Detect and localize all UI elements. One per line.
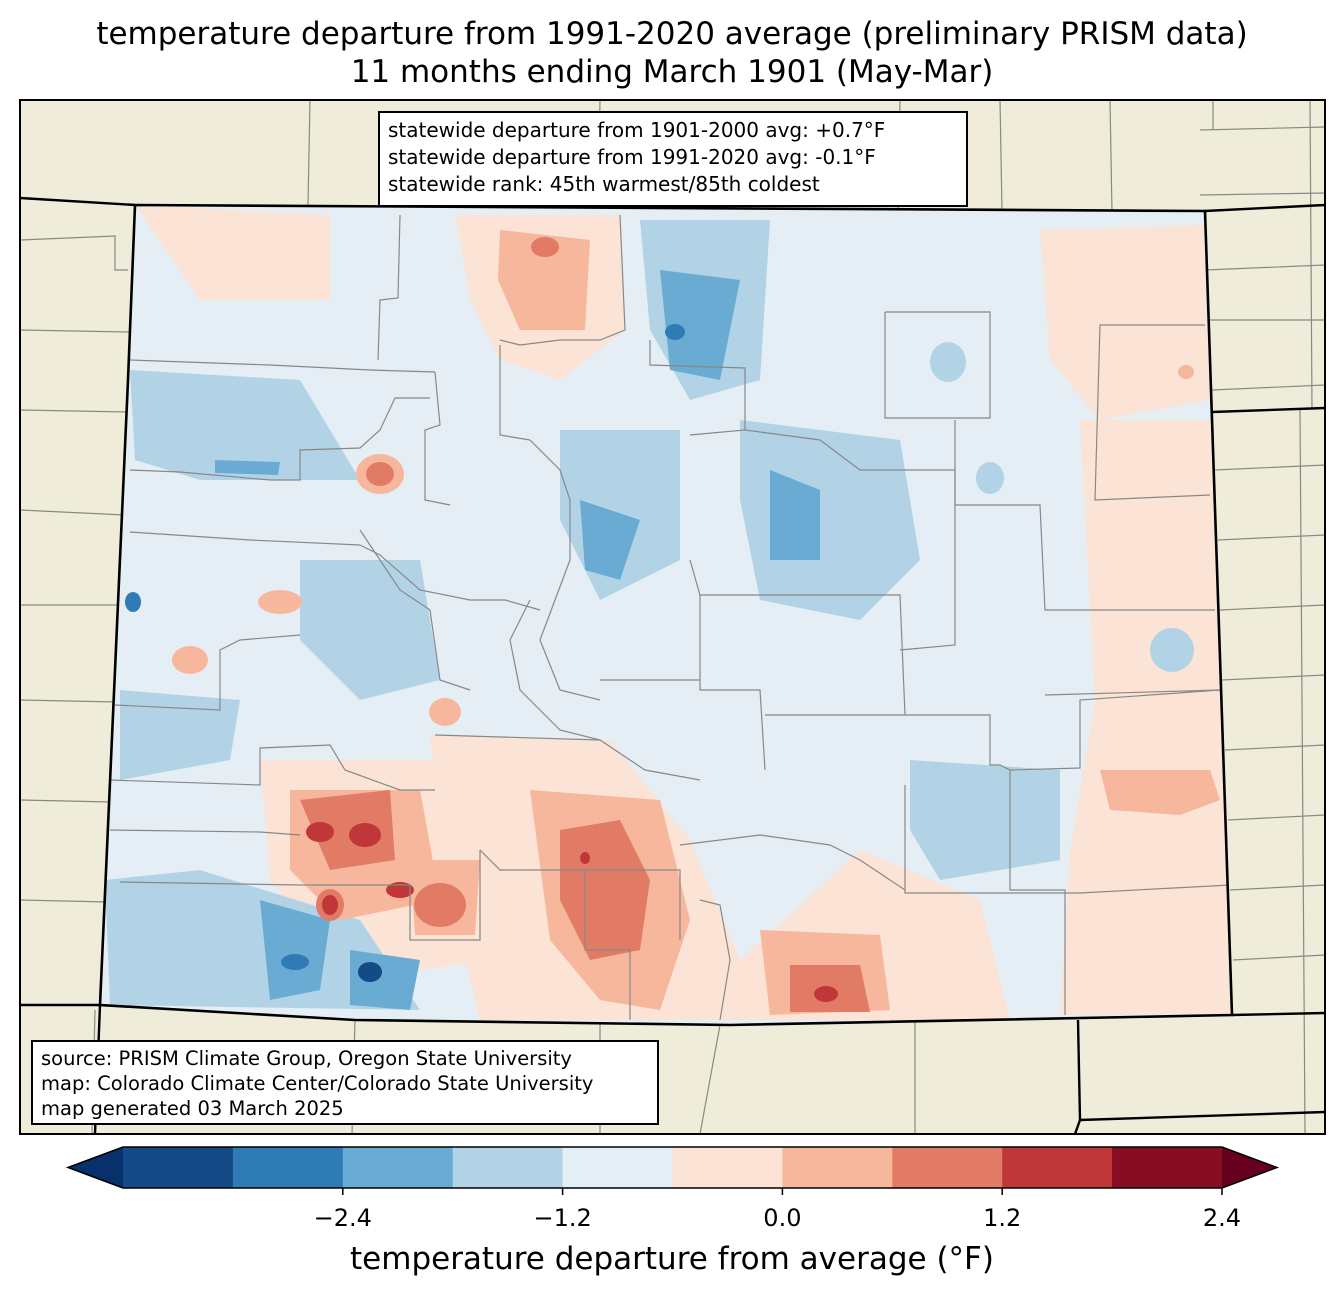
colorbar-segment — [342, 1147, 454, 1188]
county-lines — [109, 214, 1231, 1021]
colorbar-segment — [1002, 1147, 1113, 1188]
colorado-border — [98, 203, 1234, 1027]
source-box: source: PRISM Climate Group, Oregon Stat… — [31, 1040, 659, 1125]
map-title-line2: 11 months ending March 1901 (May-Mar) — [350, 54, 994, 90]
colorbar-segment — [123, 1147, 234, 1188]
colorbar-extend-high — [1222, 1147, 1277, 1188]
colorbar-tick-label: 1.2 — [983, 1204, 1022, 1232]
colorbar-segment — [452, 1147, 564, 1188]
colorbar-tick-label: 2.4 — [1202, 1204, 1242, 1232]
temperature-contours — [105, 205, 1230, 1020]
colorbar-outline — [65, 1146, 1280, 1189]
generated-date-line: map generated 03 March 2025 — [41, 1097, 344, 1120]
statewide-stats-box: statewide departure from 1901-2000 avg: … — [378, 111, 968, 207]
stat-rank: statewide rank: 45th warmest/85th coldes… — [388, 172, 820, 196]
stat-departure-1991-2020: statewide departure from 1991-2020 avg: … — [388, 145, 876, 169]
colorbar-tick-label: 0.0 — [763, 1204, 802, 1232]
source-line: source: PRISM Climate Group, Oregon Stat… — [41, 1047, 572, 1070]
map-credit-line: map: Colorado Climate Center/Colorado St… — [41, 1072, 594, 1095]
colorbar-segment — [1112, 1147, 1223, 1188]
colorbar-label: temperature departure from average (°F) — [350, 1241, 994, 1277]
colorbar-segment — [562, 1147, 673, 1188]
map-title-line1: temperature departure from 1991-2020 ave… — [96, 16, 1248, 52]
colorbar-segment — [782, 1147, 893, 1188]
colorbar-segment — [892, 1147, 1003, 1188]
colorbar-segment — [232, 1147, 344, 1188]
colorbar-tick-label: −2.4 — [313, 1204, 372, 1232]
colorbar-segment — [672, 1147, 783, 1188]
stat-departure-1901-2000: statewide departure from 1901-2000 avg: … — [388, 118, 886, 142]
colorbar-extend-low — [68, 1147, 123, 1188]
colorbar — [65, 1146, 1280, 1195]
colorbar-tick-label: −1.2 — [533, 1204, 592, 1232]
map-frame — [19, 99, 1326, 1135]
